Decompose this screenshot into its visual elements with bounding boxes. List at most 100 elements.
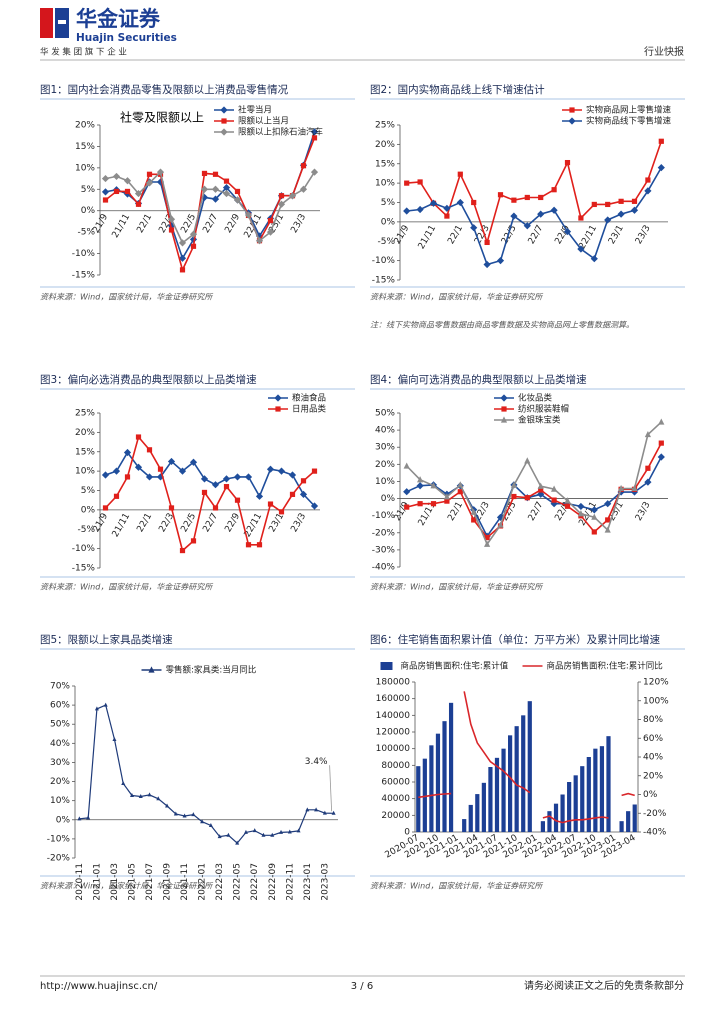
marker — [310, 128, 319, 136]
legend-marker — [221, 118, 227, 124]
marker — [244, 211, 253, 219]
marker — [178, 239, 187, 247]
marker — [200, 819, 205, 824]
legend-label: 限额以上当月 — [238, 116, 289, 127]
series-line — [105, 137, 316, 273]
marker — [631, 484, 638, 492]
page-number: 3 / 6 — [351, 981, 373, 992]
y-tick-label: 20% — [643, 771, 663, 781]
marker — [124, 474, 131, 480]
y-tick-label: 80% — [643, 715, 663, 725]
x-tick-label: 23/1 — [607, 224, 626, 247]
marker — [484, 534, 490, 541]
marker — [178, 467, 187, 475]
marker — [644, 187, 652, 195]
marker — [444, 213, 450, 219]
marker — [179, 547, 186, 554]
y-tick-label: -10% — [72, 544, 96, 554]
figure-source: 资料来源：Wind，国家统计局，华金证券研究所 — [40, 882, 214, 891]
marker — [496, 257, 505, 265]
marker — [314, 807, 319, 812]
y-tick-label: 0 — [404, 828, 410, 838]
marker — [135, 201, 142, 207]
marker — [618, 198, 624, 204]
x-tick-label: 2021-09 — [163, 863, 173, 901]
marker — [121, 780, 126, 785]
y-tick-label: -30% — [372, 545, 396, 555]
y-tick-label: 30% — [375, 443, 395, 453]
marker — [591, 201, 597, 208]
marker — [223, 178, 230, 184]
bar — [560, 794, 565, 832]
marker — [537, 482, 544, 489]
marker — [645, 465, 651, 471]
marker — [190, 243, 197, 249]
x-tick-label: 2021-05 — [127, 863, 137, 901]
marker — [417, 501, 423, 507]
x-tick-label: 22/9 — [223, 212, 242, 235]
marker — [564, 497, 571, 504]
marker — [156, 168, 165, 176]
y-tick-label: 10% — [375, 179, 395, 189]
marker — [484, 239, 490, 246]
legend-label: 日用品类 — [292, 404, 327, 415]
y-tick-label: 15% — [375, 159, 395, 169]
marker — [212, 171, 219, 177]
y-tick-label: 160000 — [376, 694, 411, 704]
marker — [212, 505, 219, 511]
legend-marker — [500, 394, 508, 402]
marker — [484, 540, 491, 547]
marker — [305, 807, 310, 812]
y-tick-label: 25% — [375, 121, 395, 131]
marker — [288, 192, 297, 200]
marker — [470, 508, 477, 515]
marker — [591, 513, 598, 520]
marker — [167, 457, 176, 466]
bar — [468, 804, 473, 832]
y-tick-label: 40% — [375, 426, 395, 436]
marker — [590, 255, 598, 263]
y-tick-label: -5% — [77, 228, 95, 238]
marker — [113, 188, 120, 195]
marker — [511, 493, 517, 500]
legend-marker — [568, 117, 576, 125]
figure-title: 图5：限额以上家具品类增速 — [40, 633, 173, 646]
marker — [551, 187, 557, 193]
y-tick-label: 10% — [50, 796, 70, 806]
marker — [296, 828, 301, 833]
bar — [632, 804, 637, 832]
y-tick-label: 120% — [643, 678, 669, 688]
x-tick-label: 2023-03 — [320, 863, 330, 901]
marker — [403, 488, 411, 496]
marker — [417, 476, 424, 483]
marker — [510, 481, 517, 488]
marker — [631, 198, 638, 204]
marker — [430, 501, 437, 507]
marker — [266, 228, 275, 236]
marker — [256, 542, 263, 548]
marker — [173, 811, 178, 816]
y-tick-label: 5% — [81, 486, 96, 496]
marker — [101, 188, 110, 196]
company-en: Huajin Securities — [76, 32, 177, 44]
marker — [156, 796, 161, 801]
y-tick-label: -40% — [372, 563, 396, 573]
marker — [523, 222, 531, 230]
y-tick-label: 40000 — [381, 794, 410, 804]
annotation-leader — [329, 765, 333, 812]
marker — [511, 197, 517, 203]
figure-source: 资料来源：Wind，国家统计局，华金证券研究所 — [370, 882, 544, 891]
bar — [567, 782, 572, 832]
marker — [112, 737, 117, 742]
y-tick-label: 0% — [643, 790, 658, 800]
y-tick-label: 25% — [75, 409, 95, 419]
marker — [551, 485, 558, 492]
marker — [167, 215, 176, 223]
marker — [538, 487, 544, 493]
marker — [277, 200, 286, 208]
marker — [145, 473, 154, 481]
y-tick-label: -5% — [77, 525, 95, 535]
bar — [448, 702, 454, 832]
marker — [222, 183, 231, 192]
slogan: 华 发 集 团 旗 下 企 业 — [40, 47, 127, 58]
